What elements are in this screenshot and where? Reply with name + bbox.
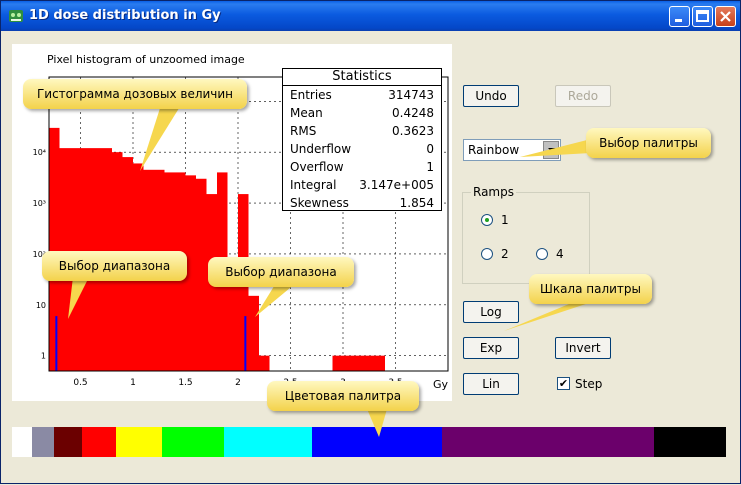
- invert-button[interactable]: Invert: [555, 337, 611, 359]
- stat-value: 1: [426, 160, 434, 174]
- palette-swatch[interactable]: [224, 427, 312, 457]
- palette-swatch[interactable]: [12, 427, 32, 457]
- close-icon: [720, 11, 731, 22]
- palette-swatch[interactable]: [32, 427, 54, 457]
- minimize-button[interactable]: [669, 6, 690, 27]
- statistics-box: Statistics Entries 314743 Mean 0.4248 RMS 0…: [282, 68, 442, 211]
- lin-button[interactable]: Lin: [463, 373, 519, 395]
- stat-key: RMS: [290, 124, 317, 138]
- ramp-radio-4[interactable]: [536, 248, 548, 260]
- y-tick-label: 10³: [33, 199, 46, 208]
- histogram-bar: [332, 355, 385, 371]
- stat-value: 3.147e+005: [359, 178, 434, 192]
- callout-text: Выбор диапазона: [225, 265, 337, 279]
- callout-histogram: Гистограмма дозовых величин: [23, 79, 247, 109]
- exp-button[interactable]: Exp: [463, 337, 519, 359]
- palette-swatch[interactable]: [654, 427, 726, 457]
- step-checkbox[interactable]: ✔: [557, 377, 570, 390]
- statistics-title: Statistics: [283, 69, 441, 86]
- ramps-group: [462, 192, 590, 284]
- stat-value: 0: [426, 142, 434, 156]
- callout-text: Цветовая палитра: [284, 389, 402, 403]
- stat-key: Entries: [290, 88, 332, 102]
- histogram-bar: [227, 274, 238, 371]
- y-tick-label: 10: [36, 301, 46, 310]
- callout-palette-scale: Шкала палитры: [529, 274, 652, 304]
- maximize-icon: [696, 10, 709, 22]
- palette-swatch[interactable]: [442, 427, 654, 457]
- callout-palette-choice: Выбор палитры: [586, 128, 711, 158]
- x-tick-label: 2: [235, 378, 241, 388]
- stat-key: Mean: [290, 106, 323, 120]
- histogram-bar: [196, 178, 207, 371]
- palette-swatch[interactable]: [162, 427, 224, 457]
- ramp-label-1: 1: [501, 213, 509, 227]
- stat-value: 1.854: [399, 196, 434, 210]
- stat-key: Integral: [290, 178, 337, 192]
- histogram-bar: [185, 175, 196, 371]
- y-tick-label: 10²: [33, 250, 46, 259]
- callout-text: Гистограмма дозовых величин: [36, 87, 234, 101]
- stat-key: Skewness: [290, 196, 349, 210]
- stat-row-skewness: Skewness 1.854: [283, 194, 441, 212]
- log-button[interactable]: Log: [463, 301, 519, 323]
- callout-range-right: Выбор диапазона: [208, 257, 354, 287]
- step-label: Step: [575, 377, 603, 391]
- x-tick-label: 0.5: [73, 378, 87, 388]
- x-tick-label: 1.5: [178, 378, 192, 388]
- ramp-label-2: 2: [501, 247, 509, 261]
- ramp-radio-2[interactable]: [481, 248, 493, 260]
- palette-swatch[interactable]: [116, 427, 162, 457]
- histogram-bar: [259, 355, 270, 371]
- palette-bar[interactable]: [12, 427, 726, 457]
- window-title: 1D dose distribution in Gy: [29, 8, 221, 23]
- stat-row-underflow: Underflow 0: [283, 140, 441, 158]
- y-tick-label: 10⁴: [33, 148, 46, 157]
- palette-swatch[interactable]: [82, 427, 116, 457]
- chevron-down-icon[interactable]: [543, 141, 559, 159]
- callout-range-left: Выбор диапазона: [42, 251, 187, 281]
- stat-value: 0.4248: [392, 106, 434, 120]
- callout-text: Выбор диапазона: [58, 259, 171, 273]
- callout-color-palette: Цветовая палитра: [267, 381, 419, 411]
- x-unit-label: Gy: [433, 378, 449, 391]
- minimize-icon: [675, 19, 682, 22]
- stat-row-integral: Integral 3.147e+005: [283, 176, 441, 194]
- ramp-label-4: 4: [556, 247, 564, 261]
- palette-select-value: Rainbow: [468, 143, 520, 157]
- histogram-bar: [248, 295, 259, 371]
- stat-value: 314743: [388, 88, 434, 102]
- plot-title: Pixel histogram of unzoomed image: [47, 53, 245, 66]
- stat-row-entries: Entries 314743: [283, 86, 441, 104]
- stat-row-overflow: Overflow 1: [283, 158, 441, 176]
- maximize-button[interactable]: [692, 6, 713, 27]
- ramps-label: Ramps: [471, 185, 516, 199]
- palette-swatch[interactable]: [312, 427, 442, 457]
- stat-value: 0.3623: [392, 124, 434, 138]
- palette-select[interactable]: Rainbow: [463, 139, 561, 161]
- palette-swatch[interactable]: [54, 427, 82, 457]
- x-tick-label: 1: [130, 378, 136, 388]
- redo-button[interactable]: Redo: [555, 85, 611, 107]
- y-tick-label: 1: [41, 352, 46, 361]
- app-icon: [9, 10, 23, 22]
- close-button[interactable]: [715, 6, 736, 27]
- title-bar[interactable]: 1D dose distribution in Gy: [1, 1, 740, 31]
- histogram-bar: [49, 127, 60, 372]
- stat-key: Overflow: [290, 160, 344, 174]
- stat-row-mean: Mean 0.4248: [283, 104, 441, 122]
- callout-text: Шкала палитры: [539, 282, 642, 296]
- ramp-radio-1[interactable]: [481, 214, 493, 226]
- stat-key: Underflow: [290, 142, 352, 156]
- plot-frame: [48, 76, 449, 372]
- callout-text: Выбор палитры: [599, 136, 698, 150]
- undo-button[interactable]: Undo: [463, 85, 519, 107]
- stat-row-rms: RMS 0.3623: [283, 122, 441, 140]
